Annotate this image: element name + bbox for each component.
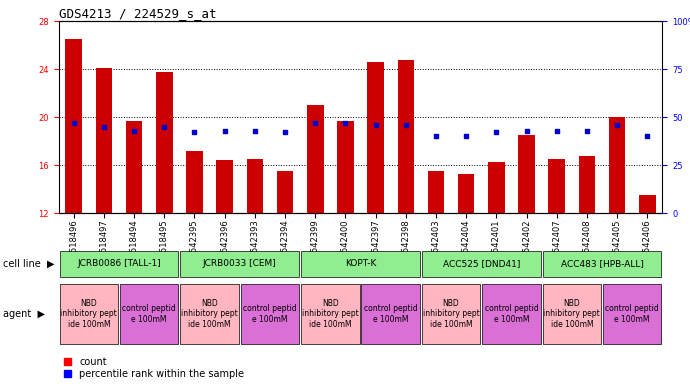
Bar bbox=[59, 284, 118, 344]
Bar bbox=[603, 284, 662, 344]
Point bbox=[521, 127, 532, 134]
Bar bbox=[217, 161, 233, 213]
Text: JCRB0086 [TALL-1]: JCRB0086 [TALL-1] bbox=[77, 260, 161, 268]
Point bbox=[128, 127, 139, 134]
Text: JCRB0033 [CEM]: JCRB0033 [CEM] bbox=[203, 260, 277, 268]
Bar bbox=[180, 284, 239, 344]
Text: agent  ▶: agent ▶ bbox=[3, 309, 46, 319]
Bar bbox=[458, 174, 475, 213]
Bar bbox=[180, 251, 299, 277]
Text: NBD
inhibitory pept
ide 100mM: NBD inhibitory pept ide 100mM bbox=[181, 299, 238, 329]
Bar bbox=[367, 62, 384, 213]
Bar bbox=[549, 159, 565, 213]
Bar bbox=[301, 251, 420, 277]
Bar bbox=[422, 284, 480, 344]
Text: control peptid
e 100mM: control peptid e 100mM bbox=[605, 304, 659, 324]
Text: NBD
inhibitory pept
ide 100mM: NBD inhibitory pept ide 100mM bbox=[61, 299, 117, 329]
Bar bbox=[277, 171, 293, 213]
Bar bbox=[246, 159, 263, 213]
Point bbox=[642, 133, 653, 139]
Point bbox=[400, 122, 411, 128]
Point bbox=[68, 120, 79, 126]
Bar bbox=[542, 284, 601, 344]
Bar bbox=[241, 284, 299, 344]
Bar bbox=[126, 121, 142, 213]
Point bbox=[551, 127, 562, 134]
Point bbox=[99, 124, 110, 130]
Bar bbox=[422, 251, 541, 277]
Point bbox=[582, 127, 593, 134]
Point bbox=[340, 120, 351, 126]
Text: control peptid
e 100mM: control peptid e 100mM bbox=[243, 304, 297, 324]
Text: NBD
inhibitory pept
ide 100mM: NBD inhibitory pept ide 100mM bbox=[544, 299, 600, 329]
Bar bbox=[156, 71, 172, 213]
Point bbox=[279, 129, 290, 136]
Bar bbox=[609, 117, 625, 213]
Point bbox=[491, 129, 502, 136]
Point bbox=[159, 124, 170, 130]
Bar bbox=[59, 251, 179, 277]
Bar bbox=[518, 135, 535, 213]
Text: control peptid
e 100mM: control peptid e 100mM bbox=[122, 304, 176, 324]
Text: control peptid
e 100mM: control peptid e 100mM bbox=[484, 304, 538, 324]
Legend: count, percentile rank within the sample: count, percentile rank within the sample bbox=[63, 357, 244, 379]
Point bbox=[461, 133, 472, 139]
Bar bbox=[428, 171, 444, 213]
Point bbox=[310, 120, 321, 126]
Point bbox=[189, 129, 200, 136]
Bar bbox=[639, 195, 656, 213]
Bar bbox=[307, 105, 324, 213]
Bar bbox=[542, 251, 662, 277]
Bar bbox=[301, 284, 359, 344]
Text: control peptid
e 100mM: control peptid e 100mM bbox=[364, 304, 417, 324]
Bar bbox=[66, 39, 82, 213]
Bar bbox=[579, 156, 595, 213]
Bar bbox=[96, 68, 112, 213]
Text: NBD
inhibitory pept
ide 100mM: NBD inhibitory pept ide 100mM bbox=[423, 299, 480, 329]
Bar bbox=[120, 284, 179, 344]
Point bbox=[219, 127, 230, 134]
Bar bbox=[186, 151, 203, 213]
Text: cell line  ▶: cell line ▶ bbox=[3, 259, 55, 269]
Bar bbox=[488, 162, 504, 213]
Bar bbox=[362, 284, 420, 344]
Text: ACC483 [HPB-ALL]: ACC483 [HPB-ALL] bbox=[560, 260, 644, 268]
Point bbox=[249, 127, 260, 134]
Bar bbox=[482, 284, 541, 344]
Text: KOPT-K: KOPT-K bbox=[345, 260, 376, 268]
Text: ACC525 [DND41]: ACC525 [DND41] bbox=[442, 260, 520, 268]
Point bbox=[611, 122, 622, 128]
Text: NBD
inhibitory pept
ide 100mM: NBD inhibitory pept ide 100mM bbox=[302, 299, 359, 329]
Point bbox=[370, 122, 381, 128]
Point bbox=[431, 133, 442, 139]
Bar bbox=[397, 60, 414, 213]
Bar bbox=[337, 121, 354, 213]
Text: GDS4213 / 224529_s_at: GDS4213 / 224529_s_at bbox=[59, 7, 216, 20]
